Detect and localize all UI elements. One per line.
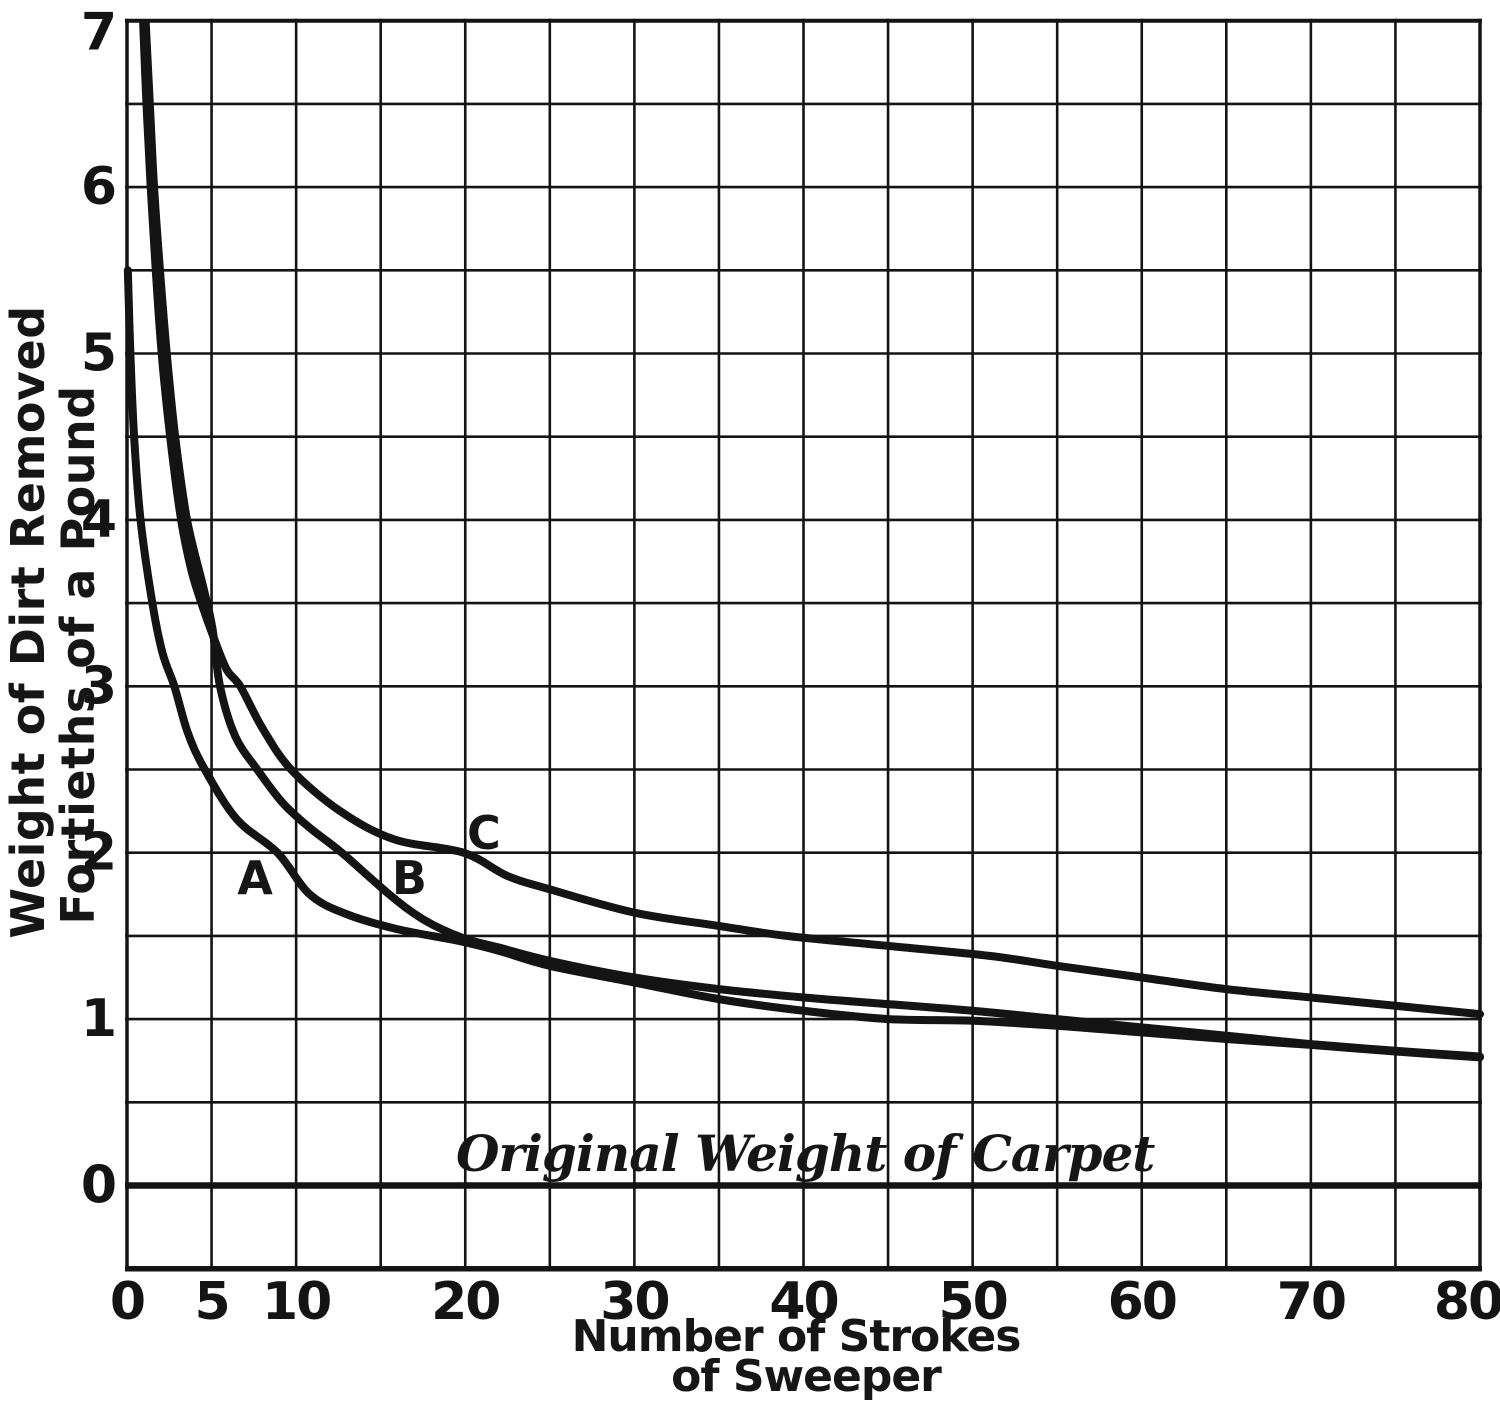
y-tick-label-2: 2 <box>81 823 117 883</box>
curve-C <box>139 19 1484 1019</box>
x-tick-label-50: 50 <box>938 1272 1006 1332</box>
x-tick-label-70: 70 <box>1277 1272 1345 1332</box>
x-tick-label-5: 5 <box>194 1272 228 1332</box>
x-axis-title-line2: of Sweeper <box>671 1351 942 1402</box>
y-axis-title-line2: Fortieths of a Pound <box>51 385 105 925</box>
y-tick-label-6: 6 <box>81 157 117 217</box>
y-tick-label-7: 7 <box>81 3 117 63</box>
y-tick-label-0: 0 <box>81 1156 117 1216</box>
y-tick-label-1: 1 <box>81 989 117 1049</box>
x-axis-title-line1: Number of Strokes <box>571 1311 1022 1362</box>
x-tick-label-30: 30 <box>600 1272 668 1332</box>
x-tick-label-10: 10 <box>262 1272 330 1332</box>
x-tick-label-80: 80 <box>1434 1272 1500 1332</box>
curve-label-A: A <box>237 850 273 905</box>
y-axis-title-line1: Weight of Dirt Removed <box>1 305 55 939</box>
curve-label-C: C <box>466 805 501 860</box>
x-tick-label-0: 0 <box>110 1272 144 1332</box>
x-tick-label-60: 60 <box>1108 1272 1176 1332</box>
baseline-annotation-label: Original Weight of Carpet <box>456 1123 1155 1183</box>
y-tick-label-4: 4 <box>81 490 117 550</box>
x-tick-label-40: 40 <box>769 1272 837 1332</box>
x-tick-label-20: 20 <box>431 1272 499 1332</box>
y-tick-label-3: 3 <box>81 656 117 716</box>
y-tick-label-5: 5 <box>81 324 117 384</box>
curve-label-B: B <box>391 850 427 905</box>
curve-B <box>141 19 1484 1061</box>
